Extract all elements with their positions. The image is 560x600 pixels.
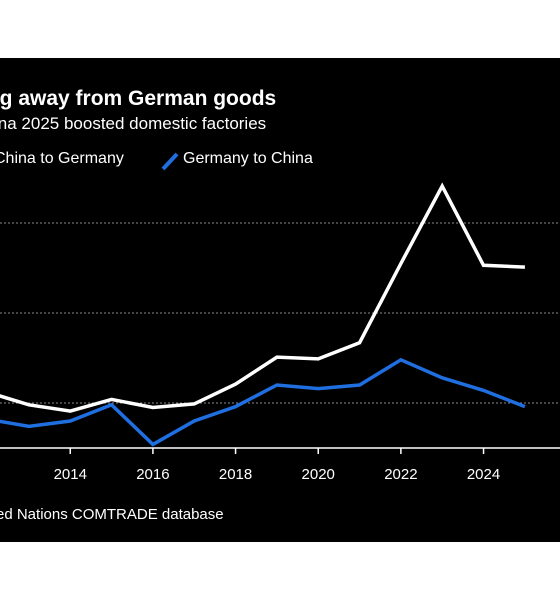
line-chart: 2014 2016 2018 2020 2022 2024: [0, 182, 560, 483]
chart-panel: rning away from German goods ina 2025 bo…: [0, 58, 560, 542]
x-tick-label-2024: 2024: [467, 466, 500, 483]
chart-title: rning away from German goods: [0, 87, 277, 110]
legend-item-china-to-germany: China to Germany: [0, 150, 124, 167]
source-note: ed Nations COMTRADE database: [0, 506, 224, 523]
legend-swatch-germany-to-china: [161, 152, 179, 171]
x-tick-label-2022: 2022: [384, 466, 417, 483]
legend-item-germany-to-china: Germany to China: [183, 150, 313, 167]
x-tick-label-2018: 2018: [219, 466, 252, 483]
chart-subtitle: ina 2025 boosted domestic factories: [0, 114, 267, 133]
series-line-china-to-germany: [0, 182, 525, 413]
series-line-germany-to-china: [0, 357, 526, 447]
x-tick-label-2020: 2020: [302, 466, 335, 483]
x-tick-label-2016: 2016: [136, 466, 169, 483]
x-tick-label-2014: 2014: [54, 466, 87, 483]
